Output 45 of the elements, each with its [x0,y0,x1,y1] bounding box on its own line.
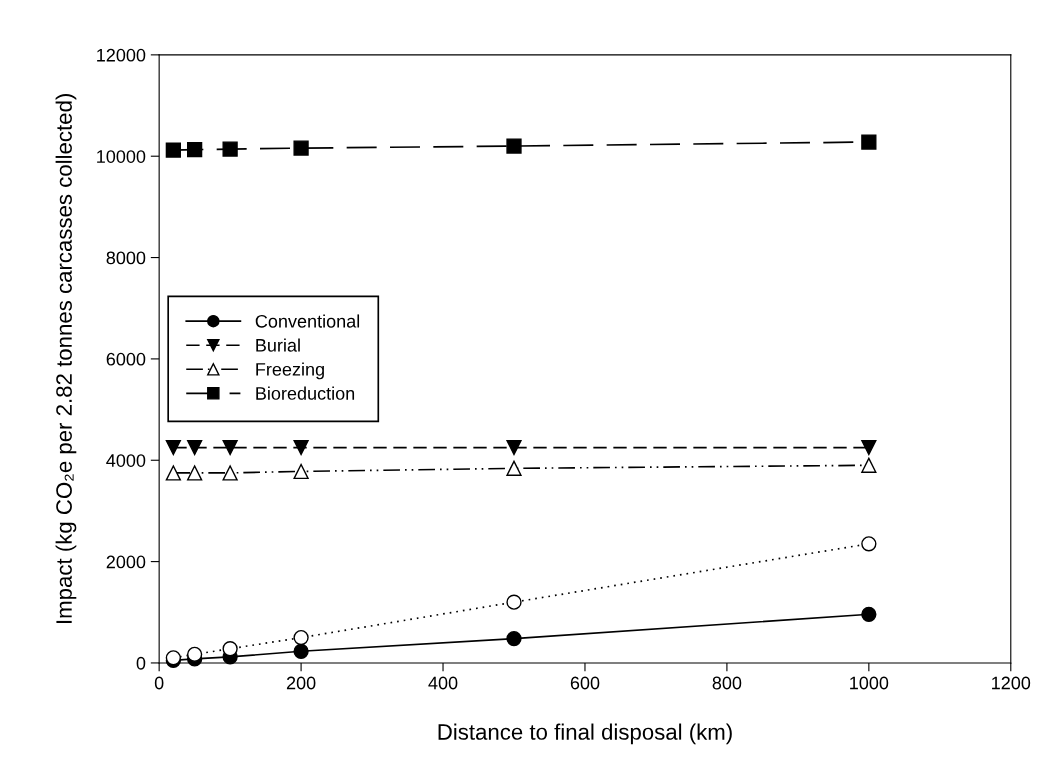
y-tick-label: 4000 [106,454,146,467]
x-tick-label: 0 [154,676,164,690]
point [222,641,238,657]
point [186,439,203,456]
point [861,134,877,150]
point [861,606,877,622]
point [293,629,309,646]
y-tick-label: 10000 [97,150,146,163]
point [222,465,238,481]
point [222,439,238,456]
x-axis-title: Distance to final disposal (km) [438,723,732,745]
x-tick-label: 200 [286,676,316,690]
point [186,141,203,158]
point [165,465,181,481]
point [222,141,238,157]
x-tick-label: 600 [570,676,600,690]
point [293,643,309,659]
y-tick-label: 6000 [106,352,146,366]
y-axis-title: Impact (kg CO₂e per 2.82 tonnes carcasses collected) [55,94,77,623]
legend-label: Burial [256,338,300,352]
point [186,465,203,481]
point [293,439,309,456]
point [165,439,181,456]
x-tick-label: 800 [712,676,742,690]
y-tick-label: 0 [136,656,146,670]
legend-label: Conventional [255,314,360,328]
x-tick-label: 400 [428,676,458,690]
y-tick-label: 12000 [97,48,146,62]
point [861,457,877,473]
y-tick-label: 8000 [106,251,146,265]
point [506,439,522,456]
legend-label: Bioreduction [256,386,355,400]
y-tick-label: 2000 [106,555,146,569]
point [861,439,877,456]
x-tick-label: 1200 [992,676,1031,690]
legend-label: Freezing [256,362,324,380]
point [186,646,203,662]
point [165,142,181,158]
point [293,140,309,156]
point [861,536,877,552]
point [506,138,522,154]
x-tick-label: 1000 [850,676,889,690]
point [506,630,522,647]
point [506,594,522,610]
point [293,463,309,480]
